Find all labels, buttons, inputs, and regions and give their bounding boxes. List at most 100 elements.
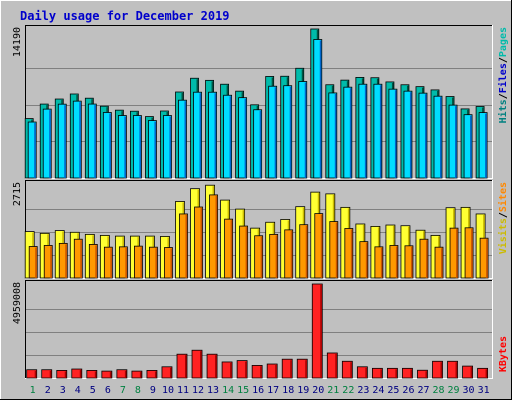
kbytes-bar-11-shade xyxy=(185,355,187,378)
day-label-10: 10 xyxy=(162,385,174,396)
kbytes-bar-8 xyxy=(131,370,143,379)
legend-item-1-2: / xyxy=(498,57,509,63)
day-label-6: 6 xyxy=(105,385,111,396)
files-bar-26-shade xyxy=(409,92,412,178)
files-bar-30 xyxy=(463,114,473,179)
sites-bar-1 xyxy=(28,246,38,279)
sites-bar-29-shade xyxy=(456,229,458,278)
kbytes-bar-17-shade xyxy=(275,365,277,378)
axis-max-labels: 14190 2715 4959008 xyxy=(12,27,23,324)
panel-3-area xyxy=(25,280,492,378)
files-bar-21-shade xyxy=(334,93,337,178)
files-bar-27-shade xyxy=(424,94,427,178)
legend-item-2-1: Sites xyxy=(497,182,509,212)
kbytes-bar-27 xyxy=(417,369,428,379)
files-bar-21 xyxy=(328,92,338,179)
files-bar-12-shade xyxy=(199,93,202,178)
kbytes-bar-23 xyxy=(356,366,368,379)
kbytes-bar-5 xyxy=(86,370,98,379)
files-bar-16 xyxy=(253,109,263,179)
sites-bar-28-shade xyxy=(441,248,443,278)
files-bar-31 xyxy=(478,112,488,179)
files-bar-20 xyxy=(313,39,323,179)
files-bar-17 xyxy=(268,85,278,179)
files-bar-24 xyxy=(373,83,383,179)
sites-bar-15-shade xyxy=(245,227,248,278)
files-bar-26 xyxy=(403,90,413,179)
sites-bar-31-shade xyxy=(486,239,488,278)
sites-bar-19 xyxy=(299,224,309,279)
files-bar-23-shade xyxy=(364,85,367,178)
files-bar-25 xyxy=(388,88,398,179)
day-label-13: 13 xyxy=(207,385,219,396)
sites-bar-16-shade xyxy=(260,236,263,278)
sites-bar-29 xyxy=(449,227,459,279)
day-label-21: 21 xyxy=(327,385,339,396)
files-bar-31-shade xyxy=(485,113,487,178)
kbytes-bar-30 xyxy=(462,365,473,379)
files-bar-3 xyxy=(57,103,67,179)
sites-bar-11 xyxy=(179,213,188,279)
files-bar-8-shade xyxy=(139,116,142,178)
bar-marks xyxy=(24,28,489,379)
kbytes-bar-23-shade xyxy=(365,367,367,378)
files-bar-1-shade xyxy=(34,123,36,178)
files-bar-14-shade xyxy=(229,96,232,178)
sites-bar-3-shade xyxy=(65,244,67,278)
kbytes-bar-4 xyxy=(71,368,83,379)
files-bar-17-shade xyxy=(274,87,277,178)
day-label-18: 18 xyxy=(282,385,294,396)
kbytes-bar-1-shade xyxy=(34,370,37,378)
day-label-29: 29 xyxy=(448,385,460,396)
kbytes-bar-9-shade xyxy=(154,371,157,378)
files-bar-29 xyxy=(448,104,458,179)
sites-bar-9 xyxy=(149,246,158,279)
kbytes-bar-13 xyxy=(206,353,218,379)
sites-bar-30 xyxy=(464,227,474,279)
day-label-4: 4 xyxy=(75,385,81,396)
sites-bar-7 xyxy=(118,246,128,279)
sites-bar-28 xyxy=(434,246,444,279)
kbytes-bar-9 xyxy=(146,370,158,379)
sites-bar-6-shade xyxy=(110,248,112,278)
legend-item-1-3: Files xyxy=(497,63,509,93)
kbytes-bar-15-shade xyxy=(245,361,247,378)
files-bar-16-shade xyxy=(259,110,262,178)
kbytes-bar-22-shade xyxy=(350,362,352,378)
sites-bar-25 xyxy=(389,245,399,279)
files-bar-6-shade xyxy=(109,113,111,178)
kbytes-bar-24-shade xyxy=(380,369,382,378)
sites-bar-18-shade xyxy=(290,230,293,278)
day-label-8: 8 xyxy=(135,385,141,396)
x-tick-labels: 1 2 3 4 5 6 7 8 9 10 11 12 13 14 15 16 17 18 19 20 21 22 23 24 2… xyxy=(30,385,490,396)
files-bar-24-shade xyxy=(379,85,382,178)
sites-bar-23-shade xyxy=(365,242,368,278)
day-label-2: 2 xyxy=(45,385,51,396)
sites-bar-23 xyxy=(359,241,369,279)
day-label-22: 22 xyxy=(342,385,354,396)
sites-bar-7-shade xyxy=(125,247,127,278)
sites-bar-11-shade xyxy=(185,214,188,278)
sites-bar-8-shade xyxy=(140,247,143,278)
files-bar-6 xyxy=(102,112,112,179)
kbytes-bar-6-shade xyxy=(109,372,112,378)
kbytes-bar-31 xyxy=(477,367,489,379)
legend-item-2-3: Visits xyxy=(497,218,509,254)
kbytes-bar-2 xyxy=(41,369,53,379)
sites-bar-16 xyxy=(254,235,264,279)
files-bar-13 xyxy=(208,91,217,179)
sites-bar-12 xyxy=(194,206,203,279)
sites-bar-4-shade xyxy=(80,240,82,278)
files-bar-12 xyxy=(193,91,202,179)
sites-bar-1-shade xyxy=(35,247,37,278)
sites-bar-3 xyxy=(58,242,68,279)
files-bar-3-shade xyxy=(64,105,66,178)
kbytes-bar-12-shade xyxy=(200,351,202,378)
sites-bar-5-shade xyxy=(95,245,97,278)
files-bar-28-shade xyxy=(440,97,442,178)
kbytes-bar-28 xyxy=(432,360,443,379)
files-bar-4-shade xyxy=(79,102,81,178)
kbytes-bar-8-shade xyxy=(139,372,142,378)
